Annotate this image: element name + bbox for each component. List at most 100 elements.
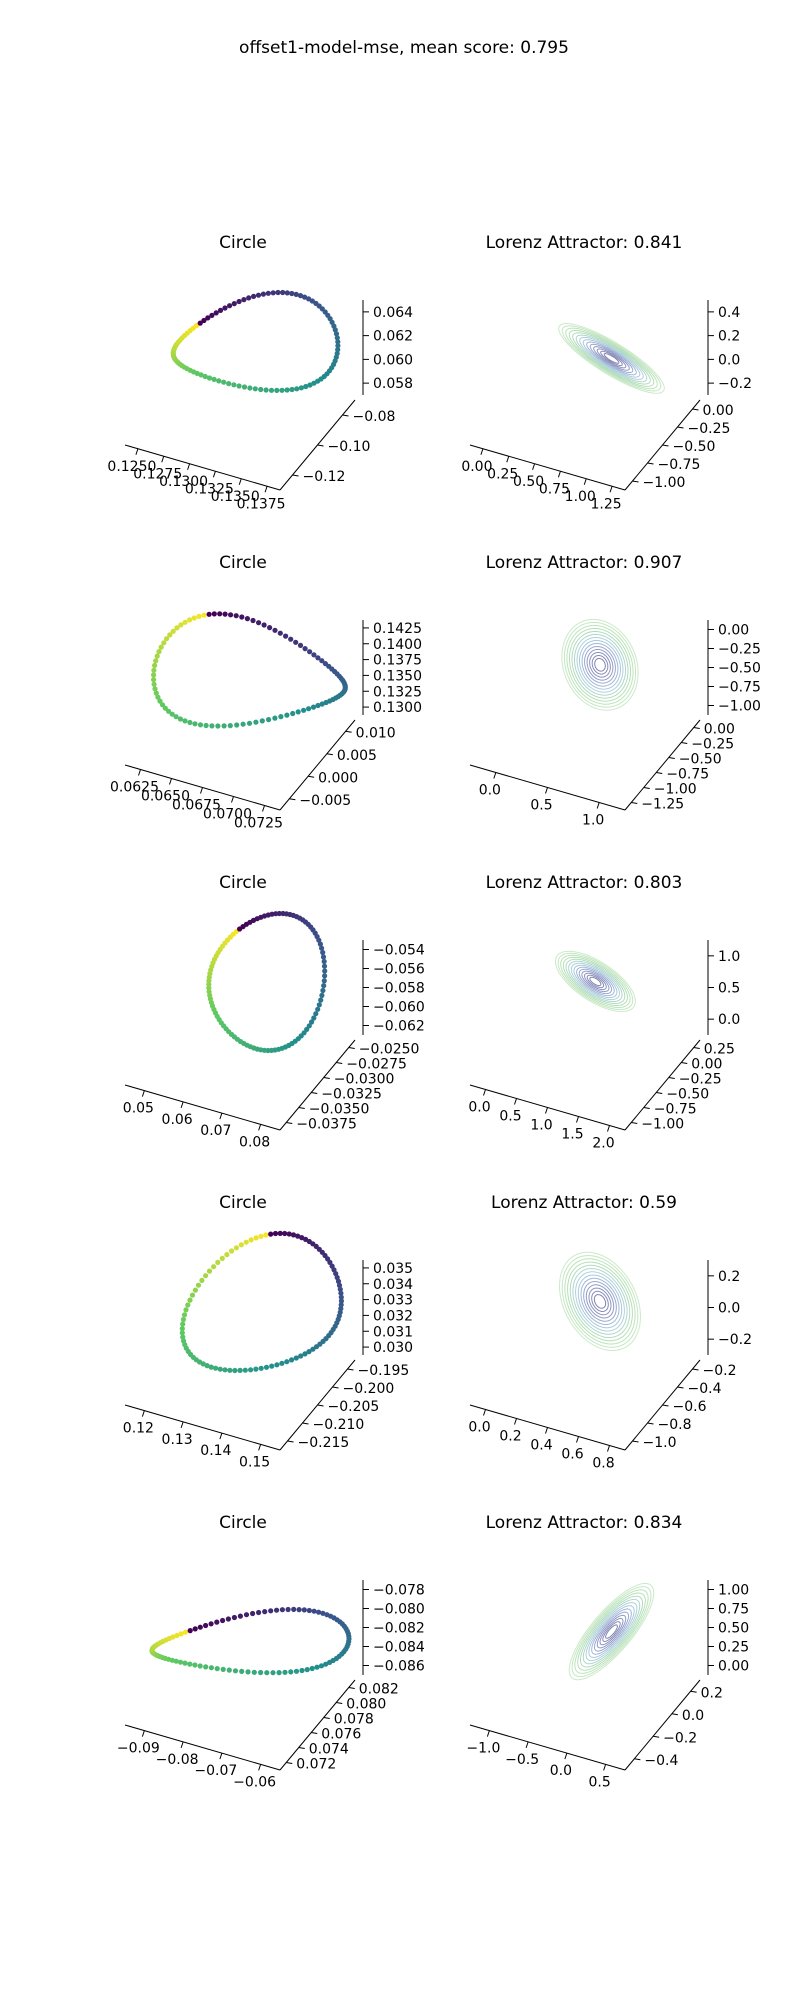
circle-point (272, 715, 278, 721)
circle-point (208, 1665, 214, 1671)
circle-point (319, 701, 325, 707)
circle-point (263, 387, 269, 393)
circle-point (330, 1326, 336, 1332)
circle-point (321, 983, 327, 989)
circle-point (226, 1667, 232, 1673)
x-tick-mark (506, 456, 510, 463)
circle-point (313, 1011, 319, 1017)
circle-point (289, 290, 295, 297)
circle-point (260, 291, 266, 297)
circle-point (303, 383, 309, 390)
circle-point (319, 658, 325, 664)
circle-point (333, 1271, 339, 1277)
circle-point (247, 385, 253, 391)
lorenz-trajectory (576, 966, 615, 997)
x-tick-mark (161, 456, 165, 463)
circle-point (161, 640, 167, 646)
y-tick-mark (690, 1690, 697, 1693)
x-tick-label: 0.1300 (159, 474, 208, 490)
circle-point (209, 312, 215, 318)
x-tick-mark (564, 1752, 568, 1760)
circle-point (213, 310, 219, 316)
y-tick-mark (302, 1422, 309, 1425)
circle-point (199, 1277, 205, 1283)
circle-point (282, 1669, 288, 1675)
circle-point (264, 1670, 270, 1676)
circle-point (322, 973, 328, 979)
circle-point (311, 1015, 317, 1021)
circle-point (197, 320, 203, 326)
y-tick-mark (681, 1062, 688, 1064)
circle-point (258, 386, 264, 393)
x-tick-label: −0.08 (156, 1752, 199, 1768)
y-tick-label: −1.25 (641, 797, 684, 813)
y-tick-label: 0.00 (703, 403, 734, 419)
x-tick-label: 0.13 (162, 1432, 193, 1448)
z-tick-label: −0.078 (373, 1583, 425, 1599)
circle-point (318, 997, 324, 1003)
y-tick-label: −0.2 (663, 1730, 697, 1746)
z-tick-label: −0.75 (718, 680, 761, 696)
circle-point (319, 945, 325, 951)
subplot-2: Lorenz Attractor: 0.8410.000.250.500.751… (461, 233, 752, 512)
circle-point (237, 1613, 243, 1619)
circle-point (181, 1312, 188, 1318)
z-tick-label: 0.058 (373, 376, 413, 392)
circle-point (268, 1231, 274, 1237)
circle-point (335, 339, 341, 345)
lorenz-trajectory (578, 639, 622, 690)
y-tick-label: 0.076 (321, 1727, 361, 1743)
lorenz-trajectory (572, 332, 651, 385)
x-tick-label: −0.09 (117, 1741, 160, 1757)
circle-point (203, 1664, 209, 1670)
circle-point (231, 301, 237, 307)
subplot-title: Lorenz Attractor: 0.907 (486, 553, 683, 573)
x-tick-label: 1.00 (565, 489, 596, 505)
circle-point (342, 685, 348, 691)
circle-point (180, 1334, 186, 1340)
lorenz-trajectory (591, 1608, 632, 1655)
circle-point (214, 1666, 220, 1672)
y-tick-label: −0.25 (679, 1072, 722, 1088)
z-tick-label: −0.054 (373, 943, 425, 959)
circle-point (276, 1670, 282, 1676)
lorenz-trajectory (572, 1268, 628, 1335)
x-tick-mark (135, 448, 139, 455)
x-tick-mark (141, 1730, 145, 1737)
circle-point (213, 1365, 219, 1371)
y-tick-label: −1.00 (641, 1117, 684, 1133)
circle-point (293, 1668, 300, 1674)
circle-point (244, 616, 250, 622)
z-tick-label: 0.0 (718, 1301, 740, 1317)
y-tick-label: −0.50 (679, 752, 722, 768)
lorenz-trajectory (563, 621, 637, 708)
subplot-grid: Circle0.12500.12750.13000.13250.13500.13… (107, 233, 760, 1790)
circle-point (302, 646, 308, 652)
lorenz-trajectory (584, 645, 616, 684)
circle-point (226, 381, 232, 387)
subplot-title: Circle (219, 1193, 267, 1213)
y-tick-mark (656, 1092, 663, 1094)
z-tick-label: 0.25 (718, 1640, 749, 1656)
circle-point (274, 387, 280, 393)
circle-point (323, 1661, 329, 1667)
x-tick-mark (141, 1410, 145, 1417)
y-tick-mark (287, 1440, 294, 1443)
subplot-title: Lorenz Attractor: 0.803 (486, 873, 683, 893)
y-tick-label: −0.210 (313, 1417, 365, 1433)
z-tick-label: −0.058 (373, 981, 425, 997)
y-tick-label: −0.75 (658, 457, 701, 473)
z-tick-label: 0.4 (718, 305, 740, 321)
x-tick-mark (180, 1421, 184, 1429)
lorenz-trajectory (581, 642, 619, 687)
circle-point (174, 1632, 180, 1639)
z-tick-label: −0.082 (373, 1621, 425, 1637)
circle-point (182, 1660, 188, 1666)
circle-point (239, 614, 245, 620)
circle-point (203, 1622, 209, 1629)
z-tick-label: −0.060 (373, 1000, 425, 1016)
circle-point (299, 1235, 305, 1241)
y-tick-mark (345, 730, 352, 733)
x-tick-label: 0.4 (530, 1438, 552, 1454)
y-tick-label: −1.00 (643, 475, 686, 491)
